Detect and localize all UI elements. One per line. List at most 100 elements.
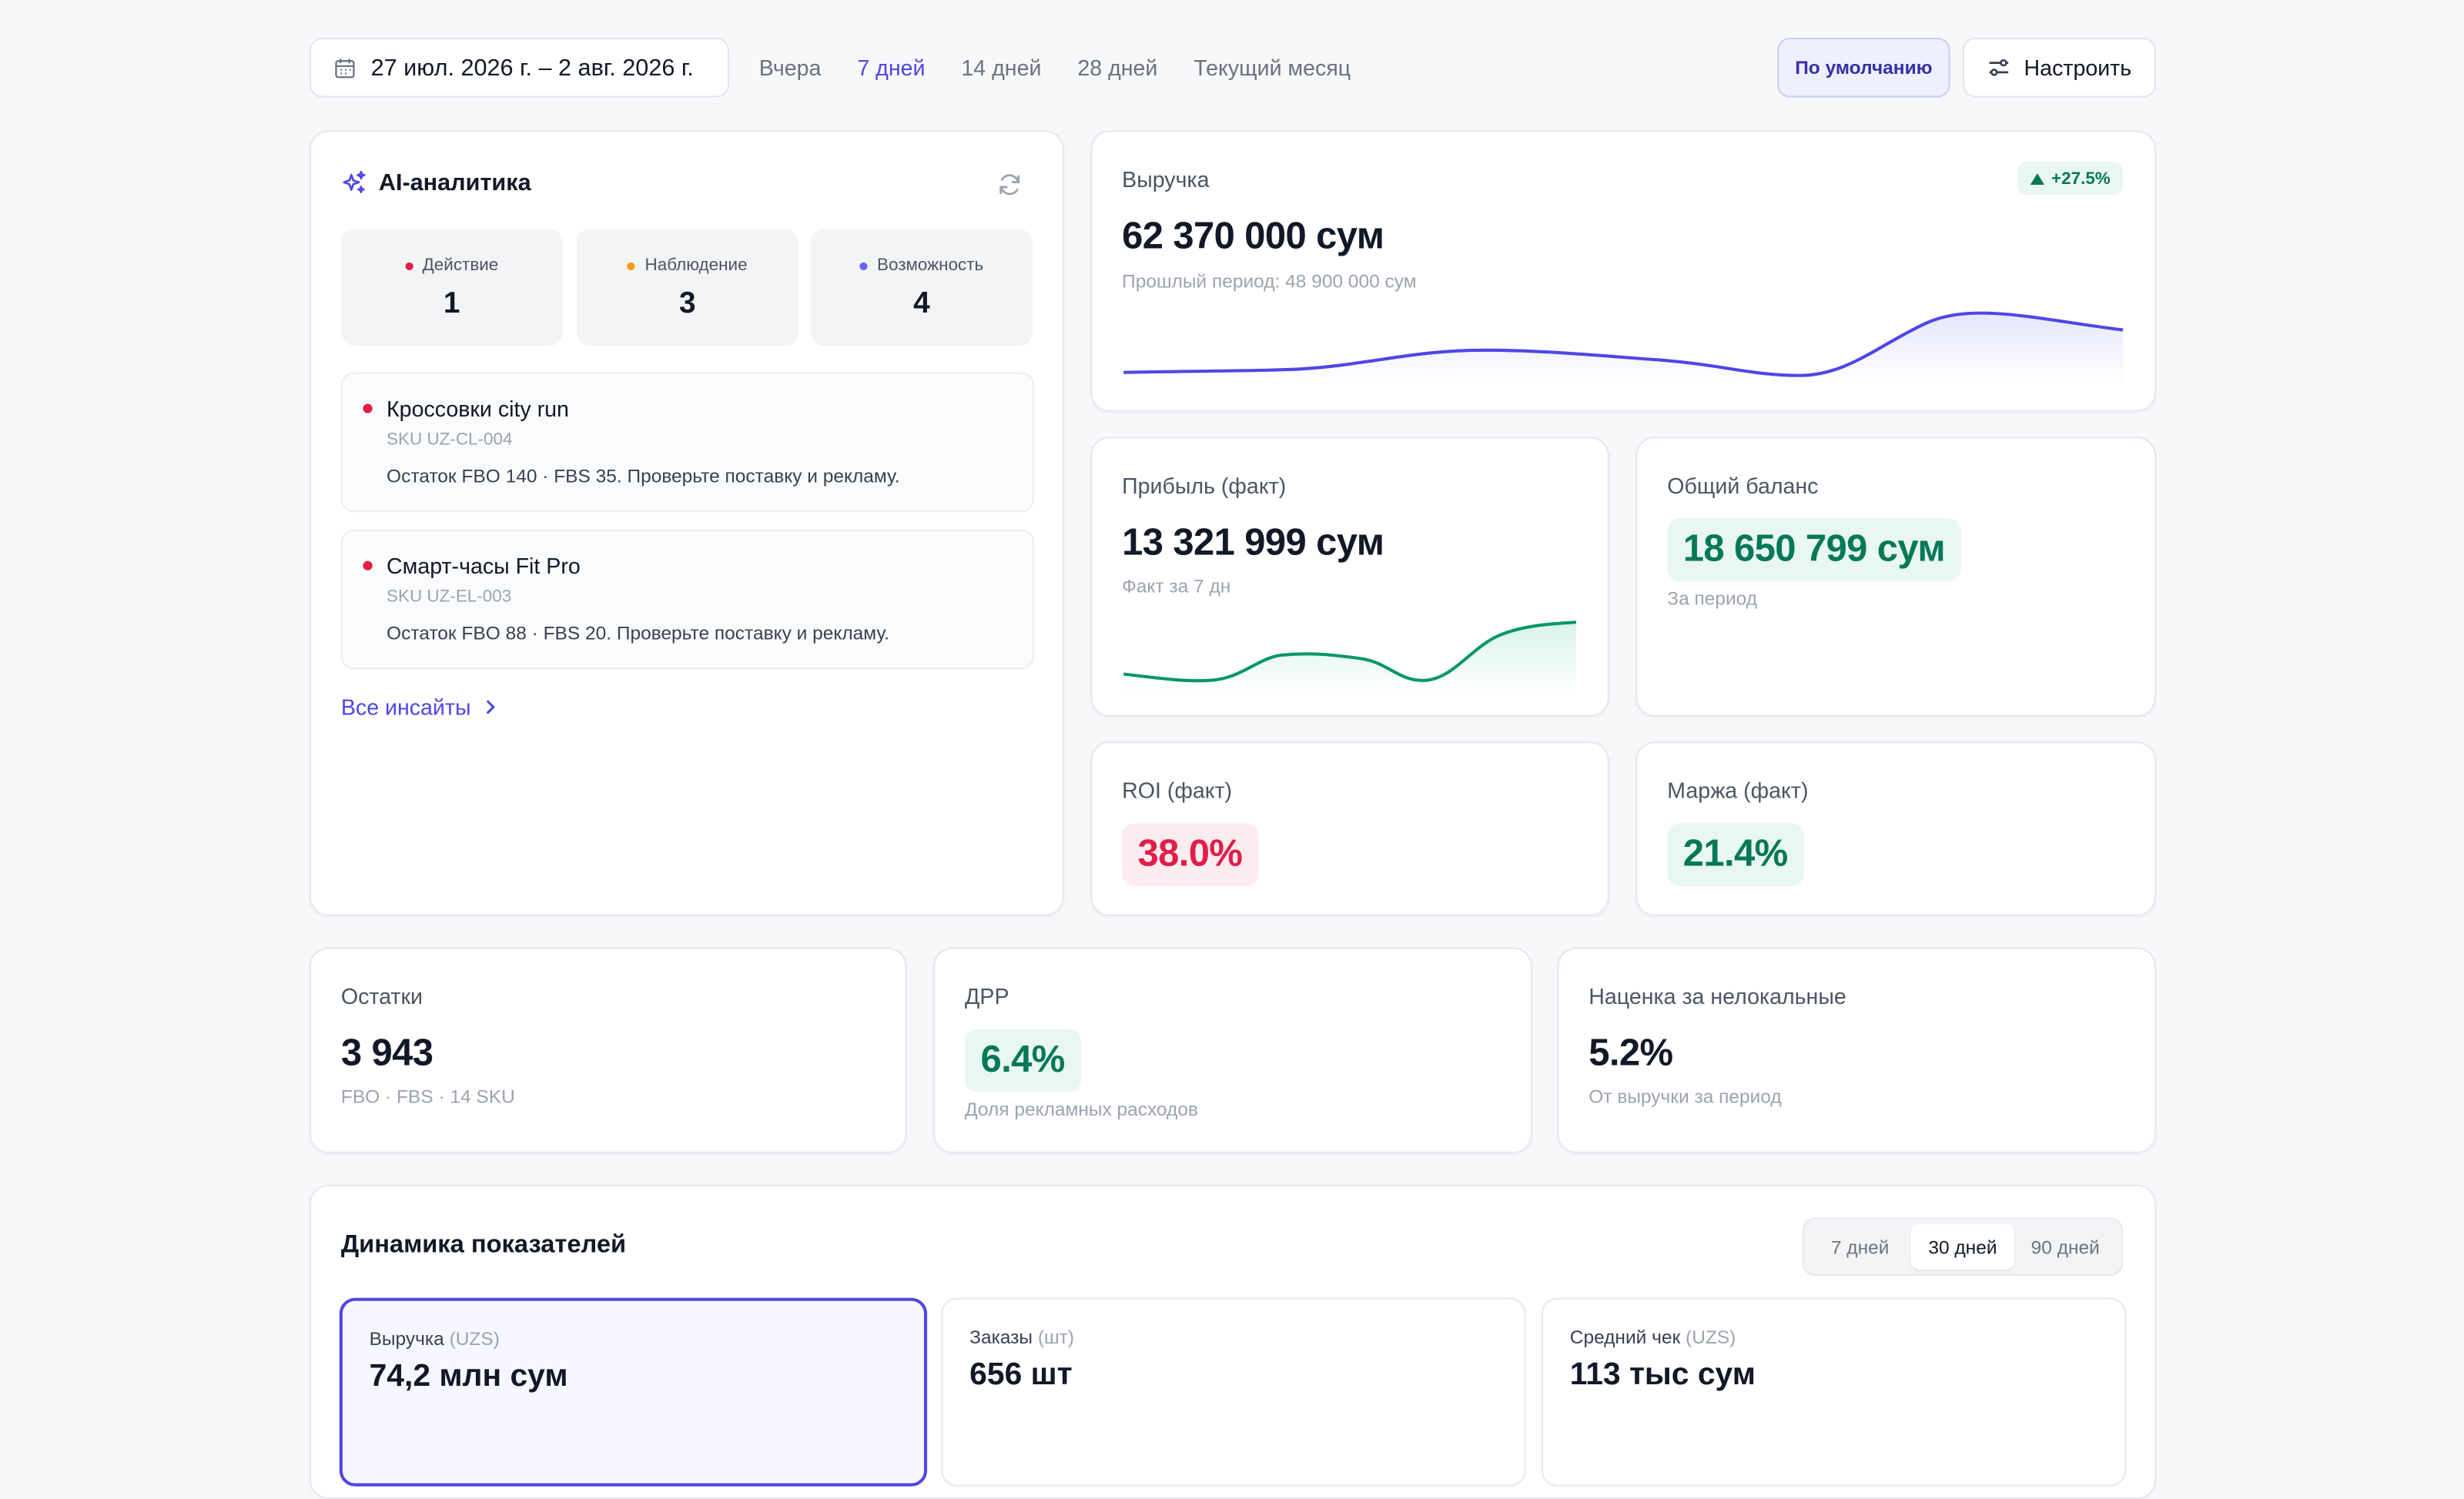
margin-card[interactable]: Маржа (факт) 21.4% — [1635, 741, 2156, 916]
insight-item[interactable]: Смарт-часы Fit Pro SKU UZ-EL-003 Остаток… — [340, 529, 1034, 670]
metric-name: Выручка — [369, 1327, 444, 1350]
stock-card[interactable]: Остатки 3 943 FBO · FBS · 14 SKU — [310, 947, 907, 1153]
range-7-days[interactable]: 7 дней — [1830, 1236, 1890, 1258]
drr-card[interactable]: ДРР 6.4% Доля рекламных расходов — [933, 947, 1532, 1153]
metric-revenue-tile[interactable]: Выручка (UZS) 74,2 млн сум — [339, 1297, 928, 1487]
markup-sub: От выручки за период — [1589, 1086, 1782, 1108]
metric-unit: (шт) — [1037, 1326, 1075, 1349]
insight-sku: SKU UZ-EL-003 — [387, 587, 512, 607]
stock-label: Остатки — [340, 983, 423, 1009]
metric-value: 113 тыс сум — [1569, 1357, 1756, 1393]
drr-value: 6.4% — [965, 1029, 1081, 1092]
revenue-label: Выручка — [1122, 166, 1210, 192]
metric-orders-tile[interactable]: Заказы (шт) 656 шт — [941, 1297, 1526, 1487]
red-dot-icon — [363, 403, 373, 413]
stat-opportunity-value: 4 — [913, 287, 930, 321]
revenue-previous: Прошлый период: 48 900 000 сум — [1122, 270, 1417, 293]
balance-sub: За период — [1667, 587, 1758, 610]
balance-label: Общий баланс — [1667, 473, 1819, 498]
ai-analytics-card: AI-аналитика Действие 1 Наблюдение 3 Воз… — [310, 130, 1064, 916]
profit-value: 13 321 999 сум — [1122, 521, 1384, 564]
stat-observation-label-row: Наблюдение — [577, 256, 798, 275]
metric-value: 656 шт — [969, 1357, 1073, 1393]
markup-card[interactable]: Наценка за нелокальные 5.2% От выручки з… — [1557, 947, 2156, 1153]
red-dot-icon — [363, 560, 373, 570]
stat-action-value: 1 — [443, 287, 460, 321]
purple-dot-icon — [859, 261, 868, 269]
metric-name: Заказы — [969, 1326, 1033, 1349]
stat-action[interactable]: Действие 1 — [340, 229, 563, 346]
configure-button-label: Настроить — [2024, 55, 2132, 81]
period-7-days[interactable]: 7 дней — [857, 55, 926, 81]
yellow-dot-icon — [628, 261, 636, 269]
stat-observation[interactable]: Наблюдение 3 — [576, 229, 798, 346]
drr-sub: Доля рекламных расходов — [965, 1098, 1198, 1121]
ai-analytics-header: AI-аналитика — [341, 169, 531, 196]
arrow-up-icon — [2030, 172, 2045, 184]
insight-sku: SKU UZ-CL-004 — [387, 430, 513, 450]
roi-card[interactable]: ROI (факт) 38.0% — [1090, 741, 1609, 916]
range-selector: 7 дней 30 дней 90 дней — [1802, 1217, 2124, 1276]
date-range-text: 27 июл. 2026 г. – 2 авг. 2026 г. — [370, 54, 694, 82]
metric-value: 74,2 млн сум — [369, 1359, 568, 1394]
date-range-picker[interactable]: 27 июл. 2026 г. – 2 авг. 2026 г. — [310, 37, 729, 98]
revenue-value: 62 370 000 сум — [1122, 215, 1384, 258]
insight-title: Кроссовки city run — [387, 396, 569, 421]
chevron-right-icon — [486, 700, 495, 714]
stock-sub: FBO · FBS · 14 SKU — [340, 1086, 515, 1108]
metric-label: Выручка (UZS) — [370, 1327, 500, 1350]
metric-label: Заказы (шт) — [969, 1326, 1074, 1348]
balance-value: 18 650 799 сум — [1667, 518, 1961, 582]
margin-value: 21.4% — [1667, 823, 1803, 887]
stat-action-label: Действие — [422, 256, 499, 276]
period-28-days[interactable]: 28 дней — [1077, 55, 1158, 81]
revenue-card[interactable]: Выручка +27.5% 62 370 000 сум Прошлый пе… — [1090, 130, 2156, 412]
stat-opportunity-label: Возможность — [876, 256, 984, 276]
insight-title: Смарт-часы Fit Pro — [387, 553, 581, 579]
revenue-sparkline — [1123, 311, 2124, 387]
sparkles-icon — [343, 170, 366, 193]
metric-avg-check-tile[interactable]: Средний чек (UZS) 113 тыс сум — [1542, 1297, 2127, 1487]
period-current-month[interactable]: Текущий месяц — [1194, 55, 1351, 81]
profit-sparkline — [1123, 621, 1577, 693]
insight-description: Остаток FBO 88 · FBS 20. Проверьте поста… — [387, 622, 889, 644]
metric-unit: (UZS) — [1686, 1326, 1736, 1349]
configure-button[interactable]: Настроить — [1962, 37, 2156, 98]
range-90-days[interactable]: 90 дней — [2030, 1236, 2100, 1258]
markup-label: Наценка за нелокальные — [1589, 983, 1846, 1009]
markup-value: 5.2% — [1589, 1032, 1673, 1075]
default-layout-button[interactable]: По умолчанию — [1777, 37, 1950, 98]
all-insights-link[interactable]: Все инсайты — [341, 694, 499, 720]
period-yesterday[interactable]: Вчера — [758, 55, 822, 81]
period-tabs: Вчера 7 дней 14 дней 28 дней Текущий мес… — [759, 38, 1351, 98]
stat-opportunity[interactable]: Возможность 4 — [811, 229, 1033, 346]
range-30-days[interactable]: 30 дней — [1911, 1223, 2014, 1270]
refresh-icon[interactable] — [996, 171, 1023, 198]
dashboard-page: 27 июл. 2026 г. – 2 авг. 2026 г. Вчера 7… — [310, 37, 2156, 1499]
metric-label: Средний чек (UZS) — [1570, 1326, 1736, 1348]
calendar-icon — [335, 58, 355, 78]
sliders-icon — [1989, 59, 2009, 76]
metric-unit: (UZS) — [449, 1327, 500, 1350]
insight-item[interactable]: Кроссовки city run SKU UZ-CL-004 Остаток… — [340, 372, 1034, 513]
revenue-trend-value: +27.5% — [2051, 169, 2111, 188]
ai-analytics-title: AI-аналитика — [378, 169, 531, 197]
dynamics-card: Динамика показателей 7 дней 30 дней 90 д… — [310, 1184, 2156, 1499]
balance-card[interactable]: Общий баланс 18 650 799 сум За период — [1635, 437, 2156, 717]
red-dot-icon — [405, 261, 413, 269]
stat-action-label-row: Действие — [341, 256, 563, 275]
profit-sub: Факт за 7 дн — [1122, 574, 1231, 597]
drr-label: ДРР — [965, 983, 1009, 1009]
margin-label: Маржа (факт) — [1667, 778, 1809, 803]
stat-opportunity-label-row: Возможность — [811, 256, 1033, 275]
roi-label: ROI (факт) — [1122, 778, 1233, 803]
insight-description: Остаток FBO 140 · FBS 35. Проверьте пост… — [387, 465, 900, 487]
period-14-days[interactable]: 14 дней — [961, 55, 1042, 81]
stat-observation-label: Наблюдение — [644, 256, 748, 276]
metric-name: Средний чек — [1569, 1326, 1681, 1349]
roi-value: 38.0% — [1122, 823, 1258, 887]
top-bar: 27 июл. 2026 г. – 2 авг. 2026 г. Вчера 7… — [310, 37, 2156, 98]
stat-observation-value: 3 — [679, 287, 696, 321]
profit-card[interactable]: Прибыль (факт) 13 321 999 сум Факт за 7 … — [1090, 437, 1609, 717]
dynamics-title: Динамика показателей — [340, 1231, 627, 1259]
